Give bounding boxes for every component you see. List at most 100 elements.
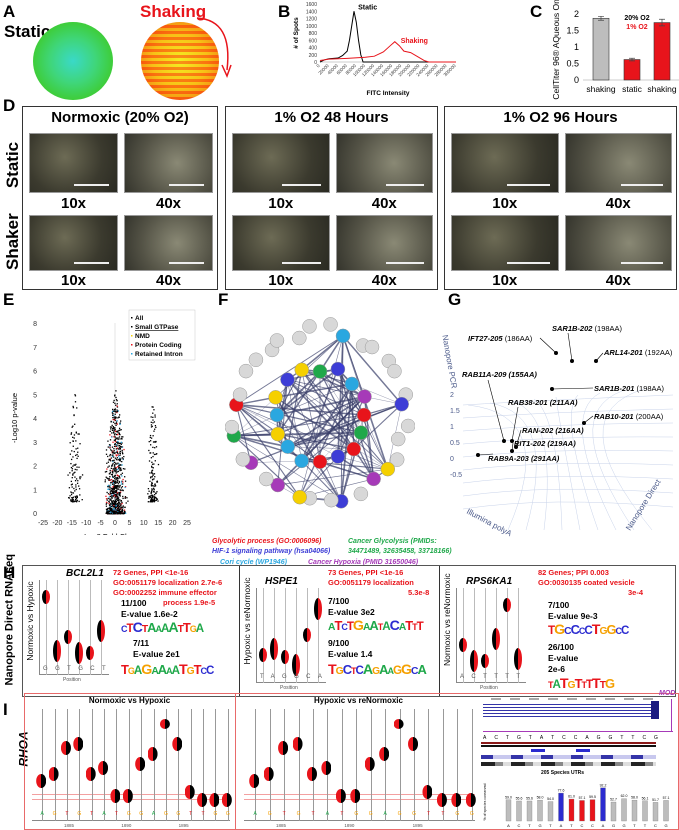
isoform-point — [594, 359, 598, 363]
data-point — [152, 435, 154, 437]
data-point — [120, 473, 122, 476]
data-point — [121, 510, 123, 512]
data-point — [149, 440, 152, 442]
conservation-title: 205 Species UTRs — [541, 770, 585, 776]
data-point — [109, 445, 111, 447]
grid-line — [582, 392, 617, 531]
y-tick-label: 600 — [309, 38, 318, 44]
protein-node — [270, 477, 285, 493]
data-point — [109, 506, 111, 509]
data-point — [69, 499, 72, 501]
data-point — [112, 512, 114, 515]
data-point — [81, 499, 83, 501]
data-point — [117, 470, 119, 473]
data-point — [113, 414, 115, 417]
rhoa-panel-1: Hypoxic vs reNormoxic A G T G T A T G G A G G T T G G 188… — [236, 693, 481, 830]
grid-line — [511, 400, 548, 531]
data-point — [115, 417, 117, 419]
data-point — [115, 469, 117, 471]
comparison-label: Normoxic vs reNormoxic — [442, 573, 452, 666]
data-point — [114, 512, 117, 514]
data-point — [108, 444, 111, 446]
data-point — [116, 486, 118, 488]
data-point — [106, 512, 108, 514]
signal-violin — [86, 646, 94, 660]
data-point — [114, 433, 116, 435]
data-point — [114, 440, 117, 443]
data-point — [149, 480, 151, 482]
bar-value-label: 62.0 — [621, 794, 628, 798]
data-point — [105, 495, 107, 497]
logo-letter: T — [334, 618, 342, 633]
data-point — [112, 492, 114, 494]
enrichment-stat: GO:0030135 coated vesicle — [538, 578, 635, 587]
shaking-label: Shaking — [140, 2, 207, 21]
leader-line — [567, 332, 573, 362]
z-tick-label: 1 — [450, 424, 454, 431]
data-point — [108, 504, 111, 506]
logo-letter: T — [592, 676, 601, 692]
data-point — [118, 486, 120, 489]
row-label-static: Static — [3, 141, 22, 189]
sequence-base: T — [551, 735, 555, 741]
data-point — [118, 475, 121, 477]
data-point — [114, 413, 116, 415]
conservation-bar — [579, 800, 585, 822]
data-point — [70, 491, 72, 493]
position-tick: 1890 — [121, 823, 132, 828]
data-point — [116, 509, 118, 511]
data-point — [72, 497, 74, 499]
data-point — [74, 471, 76, 473]
data-point — [105, 449, 108, 451]
data-point — [123, 455, 125, 458]
conservation-bar — [526, 800, 533, 822]
data-point — [110, 503, 112, 505]
data-point — [118, 510, 120, 512]
data-point — [116, 481, 118, 483]
signal-violin — [259, 648, 267, 662]
logo-letter: G — [554, 622, 565, 638]
logo-letter: G — [335, 666, 344, 677]
motif-site-count: 26/100 — [548, 642, 574, 652]
conservation-bar — [631, 799, 638, 822]
protein-node — [312, 454, 328, 469]
transcript-track — [483, 710, 658, 711]
grid-line — [312, 709, 314, 821]
data-point — [109, 495, 112, 498]
data-point — [121, 502, 123, 505]
bar-category-label: C — [654, 823, 657, 828]
magnification-label: 10x — [60, 195, 87, 212]
motif-evalue: E-value 9e-3 — [548, 611, 598, 621]
magnification-label: 40x — [155, 272, 182, 289]
data-point — [120, 512, 122, 515]
enrichment-stat: process 1.9e-5 — [163, 598, 216, 607]
data-point — [122, 436, 124, 438]
base-label: G — [225, 811, 230, 817]
data-point — [118, 432, 120, 434]
data-point — [112, 463, 114, 465]
signal-violin — [303, 628, 311, 642]
data-point — [151, 496, 153, 498]
sequence-logo: CTCTAAAATTGA — [121, 620, 204, 636]
bar-category-label: G — [622, 823, 625, 828]
data-point — [154, 500, 156, 502]
data-point — [114, 419, 116, 421]
logo-letter: A — [171, 664, 180, 677]
data-point — [153, 489, 155, 491]
data-point — [112, 509, 114, 511]
data-point — [116, 437, 118, 439]
signal-violin — [97, 620, 105, 642]
grid-line — [463, 588, 464, 683]
logo-letter: T — [591, 622, 601, 638]
data-point — [150, 498, 153, 500]
data-point — [150, 484, 153, 486]
data-point — [75, 484, 77, 486]
data-point — [150, 437, 153, 439]
data-point — [75, 431, 77, 433]
data-point — [73, 434, 76, 436]
data-point — [73, 414, 75, 416]
data-point — [113, 439, 116, 441]
protein-node — [330, 449, 346, 464]
data-point — [112, 487, 115, 489]
data-point — [117, 437, 119, 439]
